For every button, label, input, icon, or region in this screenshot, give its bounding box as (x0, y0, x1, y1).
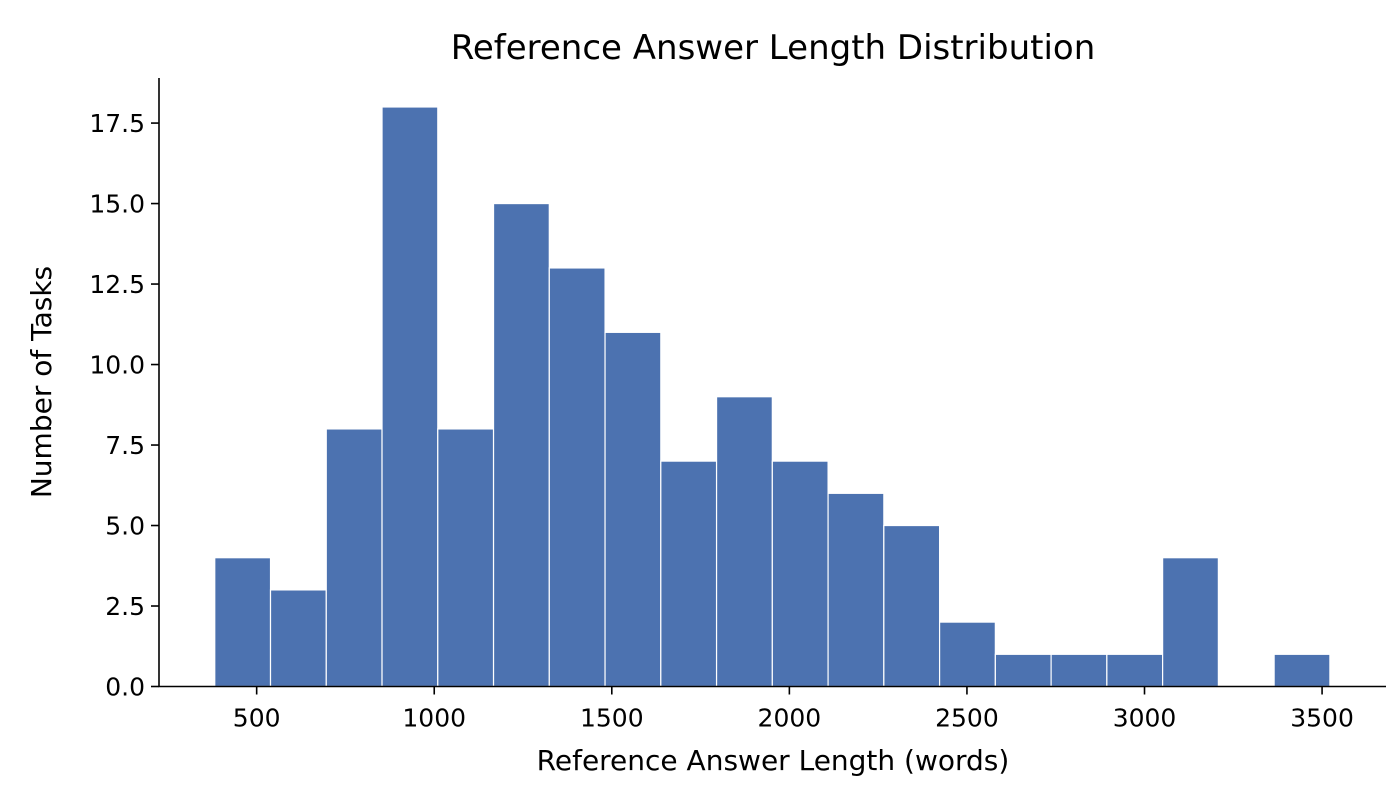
x-tick-label: 1500 (580, 704, 644, 733)
x-tick-label: 2500 (935, 704, 999, 733)
histogram-bar (269, 589, 327, 688)
x-tick-label: 3000 (1113, 704, 1177, 733)
x-ticks-group: 500 1000 1500 2000 2500 3000 3500 (233, 686, 1354, 733)
histogram-bar (325, 428, 383, 688)
x-axis-label: Reference Answer Length (words) (537, 744, 1010, 777)
histogram-bar (214, 557, 272, 688)
histogram-bar (827, 492, 885, 688)
histogram-bar (1273, 653, 1331, 688)
y-axis-label: Number of Tasks (25, 266, 58, 498)
x-tick-label: 500 (233, 704, 281, 733)
y-tick-label: 0.0 (105, 673, 145, 702)
histogram-bar (492, 202, 550, 688)
histogram-bar (715, 396, 773, 688)
x-tick-label: 3500 (1290, 704, 1354, 733)
histogram-bar (604, 331, 662, 688)
y-tick-label: 5.0 (105, 512, 145, 541)
y-tick-label: 12.5 (89, 270, 145, 299)
bars-group (214, 106, 1331, 688)
chart-title: Reference Answer Length Distribution (451, 28, 1096, 68)
x-tick-label: 2000 (758, 704, 822, 733)
histogram-bar (994, 653, 1052, 688)
y-tick-label: 17.5 (89, 109, 145, 138)
histogram-bar (1106, 653, 1164, 688)
histogram-bar (1050, 653, 1108, 688)
histogram-bar (381, 106, 439, 688)
histogram-bar (883, 524, 941, 688)
histogram-bar (548, 267, 606, 688)
histogram-bar (1162, 557, 1219, 688)
y-tick-label: 2.5 (105, 592, 145, 621)
y-tick-label: 10.0 (89, 351, 145, 380)
y-ticks-group: 0.0 2.5 5.0 7.5 10.0 12.5 15.0 17.5 (89, 109, 159, 702)
histogram-bar (437, 428, 495, 688)
histogram-bar (660, 460, 718, 688)
y-tick-label: 7.5 (105, 431, 145, 460)
x-tick-label: 1000 (402, 704, 466, 733)
histogram-bar (771, 460, 829, 688)
histogram-bar (938, 621, 996, 688)
y-tick-label: 15.0 (89, 190, 145, 219)
